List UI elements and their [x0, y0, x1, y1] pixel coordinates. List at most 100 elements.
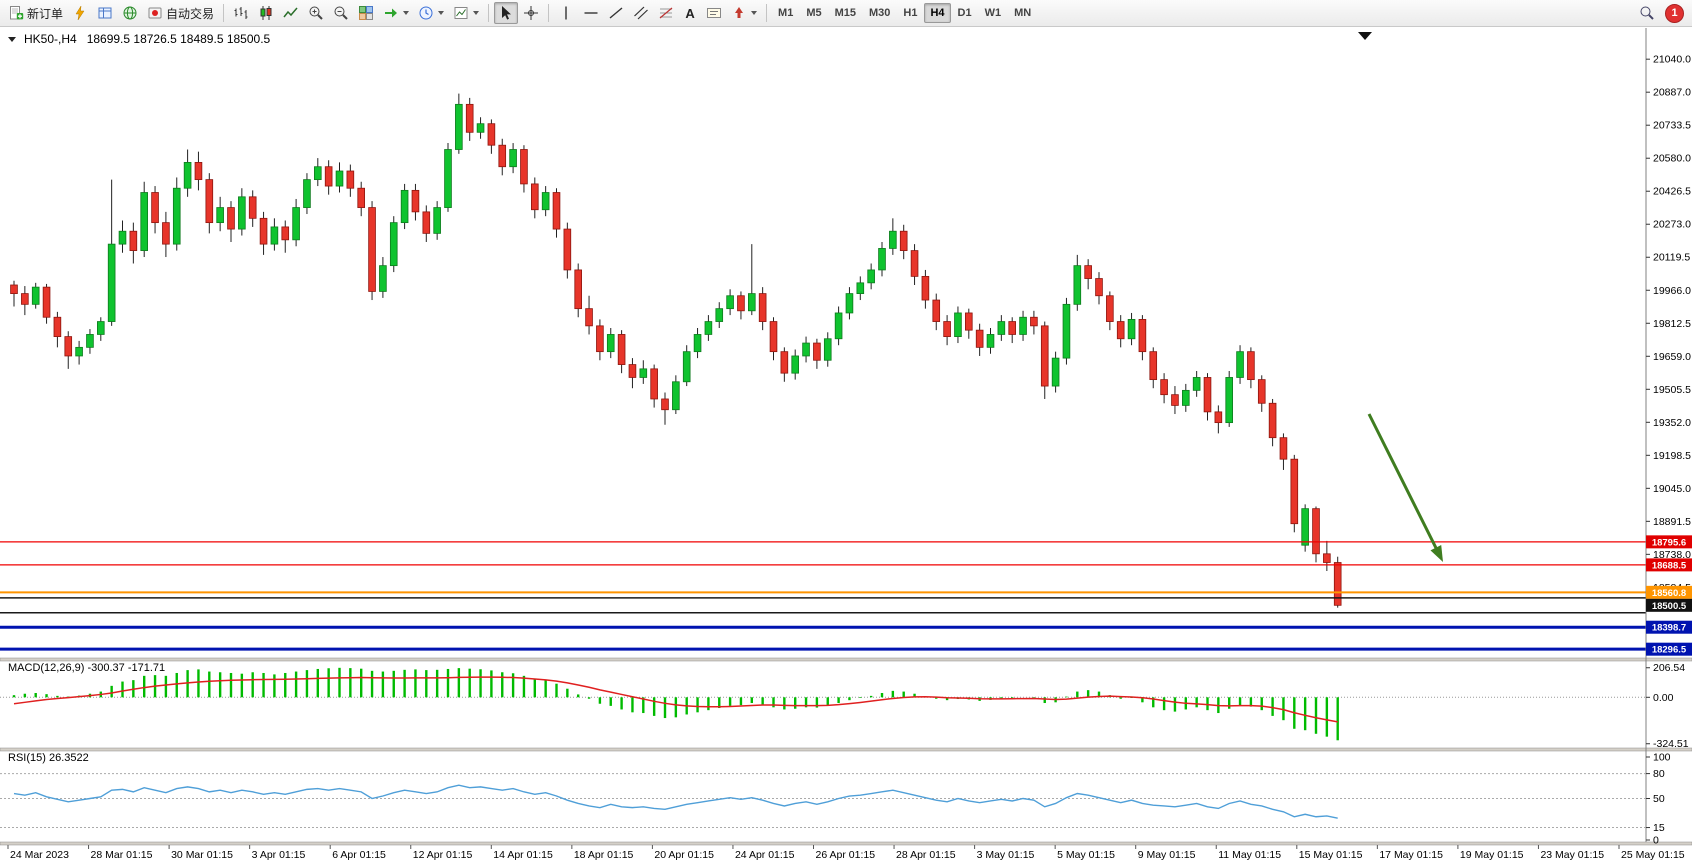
candle: [357, 187, 365, 208]
arrows-dropdown[interactable]: [727, 2, 761, 24]
price-chart[interactable]: 21040.0 20887.0 20733.5 20580.0 20426.5 20273…: [0, 28, 1692, 864]
timeframe-d1[interactable]: D1: [952, 3, 978, 23]
trendline-icon: [608, 5, 624, 21]
candle: [487, 123, 496, 146]
channel-icon: [633, 5, 649, 21]
equidistant-channel-button[interactable]: [629, 2, 653, 24]
candle: [86, 334, 94, 348]
bar-chart-type-button[interactable]: [229, 2, 253, 24]
candle: [661, 398, 669, 411]
price-tick-label: 20119.5: [1653, 252, 1690, 264]
trendline-button[interactable]: [604, 2, 628, 24]
candle: [834, 312, 843, 340]
text-button[interactable]: A: [679, 2, 701, 24]
caret-icon: [438, 11, 445, 15]
candle: [791, 355, 799, 374]
scroll-to-end-dropdown[interactable]: [379, 2, 413, 24]
clock-icon: [418, 5, 434, 21]
text-label-button[interactable]: [702, 2, 726, 24]
candle: [1225, 377, 1234, 424]
timeframe-m30[interactable]: M30: [863, 3, 896, 23]
rsi-tick-label: 50: [1653, 793, 1665, 805]
macd-label: MACD(12,26,9) -300.37 -171.71: [8, 662, 166, 674]
trend-arrow-head[interactable]: [1430, 545, 1443, 562]
timeframe-h4[interactable]: H4: [924, 3, 951, 23]
period-clock-dropdown[interactable]: [414, 2, 448, 24]
candle: [628, 364, 637, 378]
candle: [172, 187, 181, 245]
trend-arrow-shaft[interactable]: [1367, 413, 1440, 554]
candle: [531, 183, 539, 211]
auto-trading-button[interactable]: 自动交易: [143, 2, 218, 24]
text-label-icon: [706, 5, 722, 21]
trend-arrow[interactable]: [1367, 413, 1443, 562]
market-watch-button[interactable]: [68, 2, 92, 24]
time-tick-label: 12 Apr 01:15: [413, 849, 473, 861]
candle: [1116, 321, 1125, 340]
candle: [389, 222, 398, 267]
candle: [107, 243, 116, 322]
search-button[interactable]: [1635, 2, 1659, 24]
candle: [737, 295, 745, 312]
time-tick-label: 6 Apr 01:15: [332, 849, 386, 861]
candle: [64, 336, 73, 357]
timeframe-m1[interactable]: M1: [772, 3, 799, 23]
candle: [563, 228, 572, 271]
candle: [932, 299, 941, 322]
price-tick-label: 20733.5: [1653, 120, 1691, 132]
candle: [422, 211, 431, 234]
vertical-line-button[interactable]: [554, 2, 578, 24]
candle: [324, 166, 333, 187]
timeframe-mn[interactable]: MN: [1008, 3, 1037, 23]
candle: [140, 192, 149, 251]
pane-separator[interactable]: [0, 841, 1692, 846]
timeframe-m15[interactable]: M15: [829, 3, 862, 23]
line-chart-type-button[interactable]: [279, 2, 303, 24]
candle: [259, 217, 268, 245]
cursor-icon: [498, 5, 514, 21]
candlestick-type-button[interactable]: [254, 2, 278, 24]
new-order-button[interactable]: 新订单: [4, 2, 67, 24]
candle: [867, 269, 875, 284]
candles: [10, 93, 1342, 608]
zoom-out-button[interactable]: [329, 2, 353, 24]
candle: [162, 222, 170, 245]
fibonacci-button[interactable]: [654, 2, 678, 24]
new-order-icon: [8, 5, 24, 21]
pane-separator[interactable]: [0, 747, 1692, 752]
candle: [183, 162, 192, 189]
price-tag: [1646, 620, 1692, 634]
price-tick-label: 19966.0: [1653, 285, 1691, 297]
price-axis[interactable]: 21040.0 20887.0 20733.5 20580.0 20426.5 20273…: [1645, 28, 1691, 842]
chart-menu-icon[interactable]: [8, 36, 16, 42]
line-chart-icon: [283, 5, 299, 21]
candle: [1192, 377, 1201, 391]
chart-symbol-period: HK50-,H4: [24, 32, 77, 46]
macd-signal-line: [13, 676, 1338, 723]
candle: [1127, 318, 1136, 340]
time-tick-label: 25 May 01:15: [1621, 849, 1685, 861]
pane-separator[interactable]: [0, 657, 1692, 662]
candle: [1030, 316, 1038, 327]
data-window-button[interactable]: [93, 2, 117, 24]
time-axis[interactable]: 24 Mar 2023 28 Mar 01:15 30 Mar 01:15 3 Apr…: [7, 845, 1685, 861]
price-tick-label: 19045.0: [1653, 483, 1691, 495]
price-tick-label: 19352.0: [1653, 417, 1691, 429]
candle: [1290, 458, 1299, 525]
cursor-button[interactable]: [494, 2, 519, 24]
horizontal-lines[interactable]: [0, 541, 1646, 651]
timeframe-m5[interactable]: M5: [800, 3, 827, 23]
timeframe-w1[interactable]: W1: [979, 3, 1008, 23]
tile-windows-button[interactable]: [354, 2, 378, 24]
zoom-in-button[interactable]: [304, 2, 328, 24]
crosshair-button[interactable]: [519, 2, 543, 24]
price-tag-label: 18560.8: [1652, 588, 1686, 599]
time-tick-label: 28 Apr 01:15: [896, 849, 956, 861]
timeframe-h1[interactable]: H1: [897, 3, 923, 23]
horizontal-line-button[interactable]: [579, 2, 603, 24]
notifications-badge[interactable]: 1: [1665, 3, 1684, 23]
navigator-button[interactable]: [118, 2, 142, 24]
candle: [541, 192, 550, 211]
rsi-tick-label: 15: [1653, 822, 1665, 834]
template-dropdown[interactable]: [449, 2, 483, 24]
